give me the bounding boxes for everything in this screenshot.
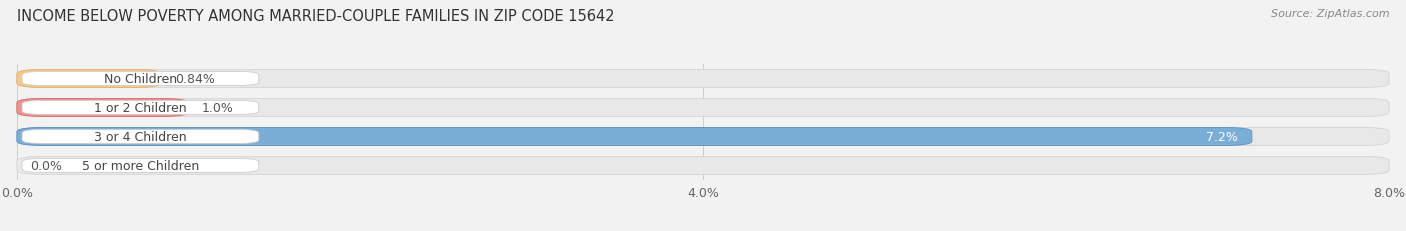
FancyBboxPatch shape	[17, 128, 1251, 146]
FancyBboxPatch shape	[22, 130, 259, 144]
FancyBboxPatch shape	[17, 157, 1389, 175]
Text: 1 or 2 Children: 1 or 2 Children	[94, 101, 187, 115]
FancyBboxPatch shape	[22, 159, 259, 173]
FancyBboxPatch shape	[17, 99, 188, 117]
FancyBboxPatch shape	[17, 99, 1389, 117]
Text: 7.2%: 7.2%	[1206, 130, 1239, 143]
FancyBboxPatch shape	[17, 70, 1389, 88]
FancyBboxPatch shape	[17, 128, 1389, 146]
FancyBboxPatch shape	[22, 72, 259, 86]
Text: 1.0%: 1.0%	[202, 101, 233, 115]
Text: 0.84%: 0.84%	[174, 73, 215, 86]
Text: 0.0%: 0.0%	[31, 159, 63, 172]
FancyBboxPatch shape	[17, 70, 160, 88]
FancyBboxPatch shape	[22, 101, 259, 115]
Text: 3 or 4 Children: 3 or 4 Children	[94, 130, 187, 143]
Text: No Children: No Children	[104, 73, 177, 86]
Text: Source: ZipAtlas.com: Source: ZipAtlas.com	[1271, 9, 1389, 19]
Text: INCOME BELOW POVERTY AMONG MARRIED-COUPLE FAMILIES IN ZIP CODE 15642: INCOME BELOW POVERTY AMONG MARRIED-COUPL…	[17, 9, 614, 24]
Text: 5 or more Children: 5 or more Children	[82, 159, 200, 172]
